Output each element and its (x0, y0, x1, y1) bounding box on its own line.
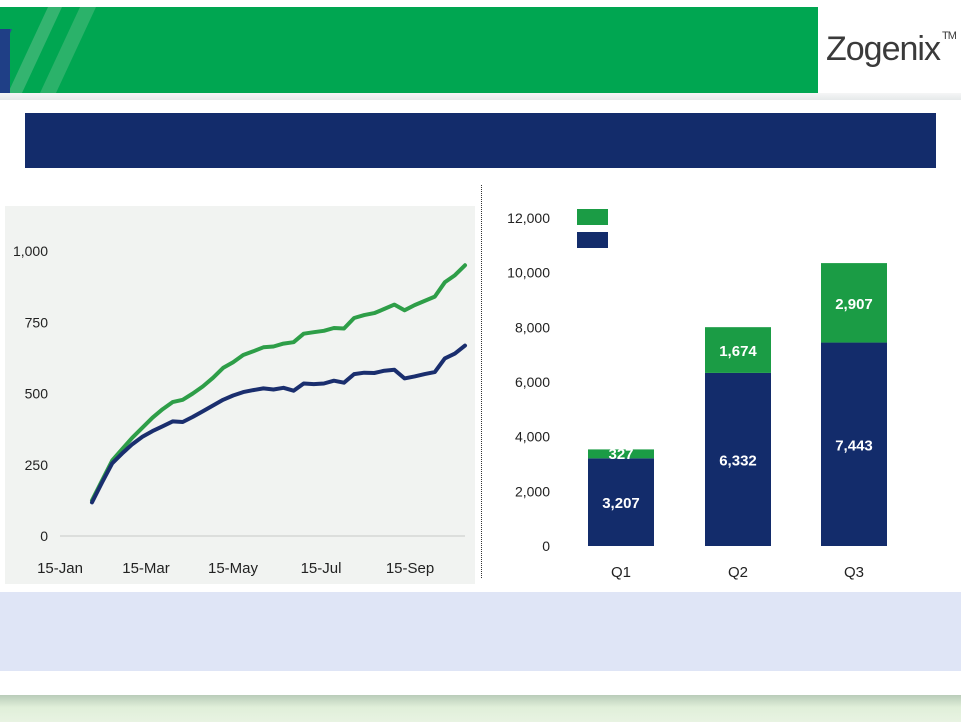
bar-data-label: 327 (608, 446, 633, 463)
chart-divider (481, 185, 482, 578)
line-chart-series (90, 263, 467, 505)
bar-y-tick-label: 4,000 (515, 429, 550, 445)
line-series-1 (90, 263, 467, 503)
line-y-tick-label: 1,000 (13, 243, 48, 259)
header-banner (0, 7, 818, 93)
line-x-tick-label: 15-Mar (122, 560, 170, 577)
bar-data-label: 1,674 (719, 343, 757, 360)
line-chart-y-axis: 0 250 500 750 1,000 (13, 243, 48, 544)
line-x-tick-label: 15-Jan (37, 560, 83, 577)
legend-swatch-green (577, 209, 608, 225)
line-y-tick-label: 750 (25, 314, 49, 330)
bar-x-tick-label: Q3 (844, 564, 864, 581)
bar-chart-y-axis: 0 2,000 4,000 6,000 8,000 10,000 12,000 (507, 210, 550, 554)
slide-title-bar (25, 113, 936, 168)
header-stripe (8, 7, 62, 93)
bar-segment (705, 327, 771, 373)
bar-y-tick-label: 6,000 (515, 374, 550, 390)
line-x-tick-label: 15-Sep (386, 560, 434, 577)
bar-data-label: 7,443 (835, 437, 873, 454)
header-stripe (40, 7, 96, 93)
line-y-tick-label: 500 (25, 386, 49, 402)
bar-y-tick-label: 8,000 (515, 319, 550, 335)
line-x-tick-label: 15-Jul (301, 560, 342, 577)
footer-band (0, 695, 961, 722)
header-stripe-left (0, 29, 10, 93)
header-stripes (0, 7, 96, 93)
line-chart-x-axis: 15-Jan 15-Mar 15-May 15-Jul 15-Sep (37, 560, 434, 577)
logo-area (818, 7, 961, 93)
bar-y-tick-label: 10,000 (507, 265, 550, 281)
bar-chart-x-axis: Q1 Q2 Q3 (611, 564, 864, 581)
bar-y-tick-label: 2,000 (515, 483, 550, 499)
bar-y-tick-label: 12,000 (507, 210, 550, 226)
bar-chart-legend (577, 209, 608, 248)
line-y-tick-label: 250 (25, 457, 49, 473)
bar-data-label: 2,907 (835, 296, 873, 313)
bar-chart-bars: 3,207 327 6,332 1,674 7,443 2,907 (588, 263, 887, 546)
summary-box (0, 592, 961, 671)
bar-data-label: 3,207 (602, 495, 640, 512)
bar-y-tick-label: 0 (542, 538, 550, 554)
legend-swatch-navy (577, 232, 608, 248)
line-x-tick-label: 15-May (208, 560, 259, 577)
bar-data-label: 6,332 (719, 452, 757, 469)
bar-segment (588, 449, 654, 459)
bar-segment (821, 263, 887, 343)
line-chart: 0 250 500 750 1,000 15-Jan 15-Mar 15-May 15-Jul… (13, 243, 467, 577)
line-y-tick-label: 0 (40, 528, 48, 544)
bar-segment (821, 342, 887, 546)
zogenix-logo: Zogenix TM (826, 30, 957, 69)
line-series-2 (90, 343, 467, 505)
bar-segment (588, 458, 654, 546)
logo-trademark: TM (941, 30, 957, 42)
bar-x-tick-label: Q1 (611, 564, 631, 581)
logo-wordmark: Zogenix (826, 30, 941, 68)
bar-x-tick-label: Q2 (728, 564, 748, 581)
bar-segment (705, 372, 771, 546)
